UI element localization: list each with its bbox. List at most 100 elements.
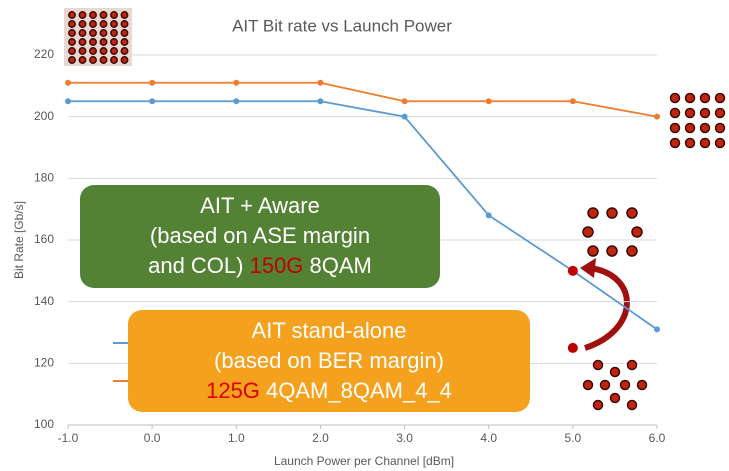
constellation-dot: [716, 139, 725, 148]
constellation-dot: [121, 21, 127, 27]
y-tick-label: 100: [34, 417, 54, 431]
annotation-segment: 4QAM_8QAM_4_4: [260, 378, 452, 403]
constellation-dot: [69, 57, 75, 63]
series-point: [486, 212, 492, 218]
constellation-dot: [100, 21, 106, 27]
x-tick-label: 6.0: [649, 431, 666, 445]
annotation-segment: AIT + Aware: [200, 193, 320, 218]
series-point: [149, 98, 155, 104]
constellation-dot: [69, 39, 75, 45]
constellation-dot: [121, 39, 127, 45]
constellation-dot: [111, 39, 117, 45]
annotation-text: AIT + Aware: [200, 193, 320, 218]
constellation-dot: [90, 48, 96, 54]
constellation-dot: [100, 48, 106, 54]
constellation-dot: [701, 109, 710, 118]
series-point: [65, 80, 71, 86]
constellation-dot: [90, 30, 96, 36]
constellation-dot: [79, 39, 85, 45]
highlight-point: [568, 266, 578, 276]
constellation-dot: [79, 21, 85, 27]
constellation-dot: [701, 124, 710, 133]
annotation-text: (based on BER margin): [214, 348, 444, 373]
constellation-dot: [121, 12, 127, 18]
constellation-dot: [100, 57, 106, 63]
chart-title: AIT Bit rate vs Launch Power: [232, 16, 452, 35]
constellation-dot: [100, 39, 106, 45]
annotation-segment: (based on ASE margin: [150, 223, 370, 248]
constellation-dot: [686, 124, 695, 133]
constellation-dot: [79, 48, 85, 54]
constellation-dot: [79, 30, 85, 36]
constellation-dot: [628, 361, 637, 370]
annotation-text: 125G 4QAM_8QAM_4_4: [206, 378, 452, 403]
constellation-dot: [121, 48, 127, 54]
constellation-dot: [69, 21, 75, 27]
annotation-segment: 150G: [250, 253, 304, 278]
highlight-point: [568, 343, 578, 353]
constellation-dot: [584, 381, 593, 390]
x-tick-label: -1.0: [58, 431, 79, 445]
constellation-dot: [671, 139, 680, 148]
constellation-dot: [100, 12, 106, 18]
arrow-head: [580, 258, 596, 278]
constellation-dot: [611, 368, 620, 377]
constellation-dot: [111, 12, 117, 18]
constellation-dot: [671, 94, 680, 103]
series-point: [65, 98, 71, 104]
series-point: [402, 114, 408, 120]
constellation-dot: [90, 39, 96, 45]
series-point: [317, 80, 323, 86]
constellation-dot: [594, 361, 603, 370]
annotation-segment: 8QAM: [303, 253, 371, 278]
constellation-dot: [100, 30, 106, 36]
series-point: [233, 80, 239, 86]
constellation-dot: [607, 246, 617, 256]
y-tick-label: 220: [34, 47, 54, 61]
constellation-dot: [716, 124, 725, 133]
x-axis-label: Launch Power per Channel [dBm]: [274, 454, 454, 468]
y-tick-label: 140: [34, 294, 54, 308]
series-point: [570, 98, 576, 104]
x-tick-label: 4.0: [480, 431, 497, 445]
chart: AIT Bit rate vs Launch Power Launch Powe…: [0, 0, 729, 471]
y-tick-label: 160: [34, 232, 54, 246]
constellation-dot: [69, 30, 75, 36]
constellation-dot: [701, 139, 710, 148]
arrow: [585, 268, 627, 348]
constellation-dot: [79, 57, 85, 63]
series-point: [402, 98, 408, 104]
constellation-dot: [111, 57, 117, 63]
constellation-dot: [111, 48, 117, 54]
annotation-segment: (based on BER margin): [214, 348, 444, 373]
constellation-dot: [701, 94, 710, 103]
constellation-dot: [671, 124, 680, 133]
constellation-dot: [686, 139, 695, 148]
constellation-dot: [601, 381, 610, 390]
y-axis-label: Bit Rate [Gb/s]: [12, 201, 26, 279]
constellation-dot: [686, 94, 695, 103]
y-tick-label: 180: [34, 171, 54, 185]
constellation-dot: [90, 21, 96, 27]
annotation-text: (based on ASE margin: [150, 223, 370, 248]
constellation-dot: [69, 48, 75, 54]
annotation-segment: AIT stand-alone: [252, 318, 407, 343]
annotation-text: and COL) 150G 8QAM: [148, 253, 372, 278]
constellation-dot: [79, 12, 85, 18]
annotation-segment: and COL): [148, 253, 250, 278]
constellation-dot: [111, 30, 117, 36]
constellation-dot: [632, 227, 642, 237]
x-tick-label: 5.0: [565, 431, 582, 445]
constellation-dot: [111, 21, 117, 27]
constellation-dot: [583, 227, 593, 237]
series-point: [486, 98, 492, 104]
x-tick-label: 0.0: [144, 431, 161, 445]
x-tick-label: 2.0: [312, 431, 329, 445]
constellation-dot: [716, 109, 725, 118]
series-line: [68, 83, 657, 117]
series-point: [654, 114, 660, 120]
series-point: [149, 80, 155, 86]
constellation-dot: [611, 394, 620, 403]
constellation-dot: [594, 401, 603, 410]
annotation-segment: 125G: [206, 378, 260, 403]
